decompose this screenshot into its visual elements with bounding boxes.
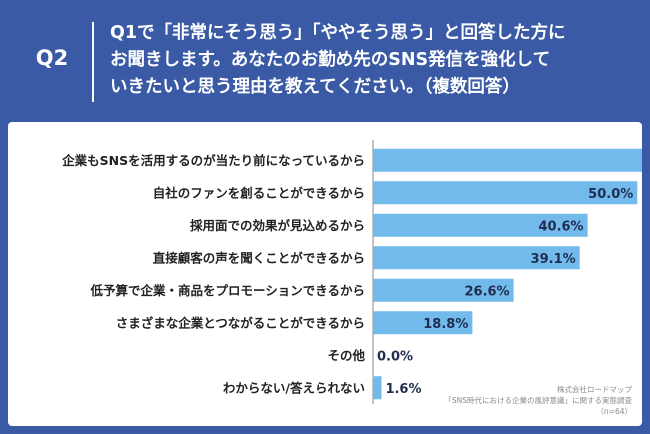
category-label: その他 — [327, 348, 365, 363]
value-label: 26.6% — [464, 284, 509, 299]
header-divider — [92, 22, 94, 102]
category-label: 自社のファンを創ることができるから — [153, 185, 365, 200]
value-label: 39.1% — [531, 252, 576, 267]
question-header: Q2 Q1で「非常にそう思う」「ややそう思う」と回答した方に お聞きします。あな… — [0, 0, 650, 122]
brand-name: リサピー — [28, 412, 81, 427]
value-label: 1.6% — [385, 382, 421, 397]
category-label: 採用面での効果が見込めるから — [190, 218, 365, 233]
bar — [373, 246, 580, 270]
value-label: 0.0% — [377, 349, 413, 364]
category-label: わからない/答えられない — [223, 380, 365, 395]
value-label: 18.8% — [423, 317, 468, 332]
bar — [373, 311, 473, 335]
brand-logo: リサピー — [10, 408, 80, 427]
question-number: Q2 — [35, 46, 69, 70]
category-label: さまざまな企業とつながることができるから — [116, 315, 365, 330]
question-line-3: いきたいと思う理由を教えてください。（複数回答） — [110, 77, 520, 97]
source-survey: 「SNS時代における企業の風評意識」に関する実態調査 — [444, 396, 632, 405]
value-label: 40.6% — [538, 219, 583, 234]
source-note: 株式会社ロードマップ 「SNS時代における企業の風評意識」に関する実態調査 （n… — [372, 384, 632, 417]
category-label: 低予算で企業・商品をプロモーションできるから — [89, 283, 365, 298]
question-text: Q1で「非常にそう思う」「ややそう思う」と回答した方に お聞きします。あなたのお… — [110, 20, 640, 101]
question-line-2: お聞きします。あなたのお勤め先のSNS発信を強化して — [110, 50, 551, 70]
question-line-1: Q1で「非常にそう思う」「ややそう思う」と回答した方に — [110, 23, 566, 43]
search-circle-icon — [10, 410, 24, 425]
bar — [373, 148, 642, 172]
category-label: 企業もSNSを活用するのが当たり前になっているから — [61, 153, 365, 168]
bar-chart: 企業もSNSを活用するのが当たり前になっているから60.9%自社のファンを創るこ… — [61, 140, 642, 404]
bar — [373, 213, 588, 237]
chart-panel: 企業もSNSを活用するのが当たり前になっているから60.9%自社のファンを創るこ… — [8, 122, 642, 426]
bar — [373, 278, 514, 302]
category-label: 直接顧客の声を聞くことができるから — [153, 250, 365, 265]
bar — [373, 376, 382, 400]
bar — [373, 181, 638, 205]
value-label: 50.0% — [588, 187, 633, 202]
source-company: 株式会社ロードマップ — [557, 385, 632, 394]
source-sample-size: （n=64） — [596, 407, 632, 416]
